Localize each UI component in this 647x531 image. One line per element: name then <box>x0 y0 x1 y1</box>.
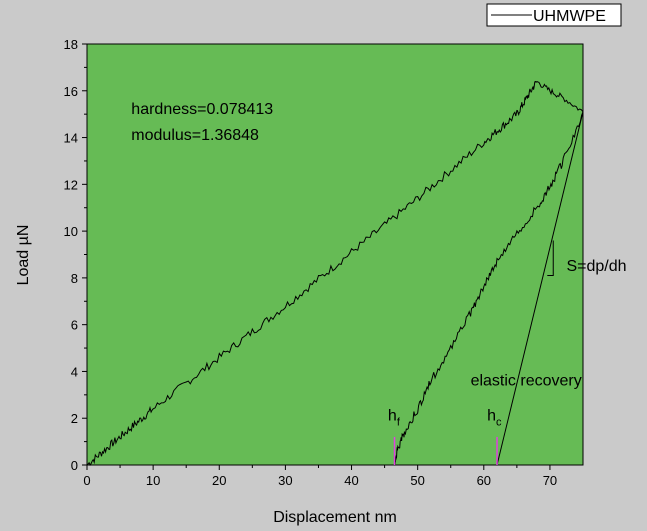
tangent-line <box>496 111 584 466</box>
y-tick-label: 16 <box>64 84 78 99</box>
x-tick-label: 60 <box>477 473 491 488</box>
x-tick-label: 20 <box>212 473 226 488</box>
x-tick-label: 40 <box>344 473 358 488</box>
legend-entry-uhmwpe: UHMWPE <box>533 8 606 25</box>
x-tick-label: 10 <box>146 473 160 488</box>
series-uhmwpe-unloading <box>394 111 584 466</box>
y-axis-ticks: 0 2 4 6 8 10 12 14 16 18 <box>64 37 87 473</box>
annotation-elastic-recovery: elastic recovery <box>471 372 582 389</box>
y-tick-label: 4 <box>71 364 78 379</box>
y-tick-label: 2 <box>71 411 78 426</box>
series-layer <box>86 80 584 467</box>
legend: UHMWPE <box>486 3 622 27</box>
legend-box <box>486 3 622 27</box>
annotation-layer: hardness=0.078413 modulus=1.36848 S=dp/dh e… <box>131 101 627 465</box>
series-uhmwpe-hold <box>536 80 584 113</box>
annotation-modulus-1-36848: modulus=1.36848 <box>131 127 259 144</box>
y-tick-label: 14 <box>64 131 78 146</box>
x-axis-ticks: 0 10 20 30 40 50 60 70 <box>83 465 557 488</box>
annotation-s-dp-dh: S=dp/dh <box>566 258 626 275</box>
x-tick-label: 70 <box>543 473 557 488</box>
y-tick-label: 18 <box>64 37 78 52</box>
series-uhmwpe-loading <box>86 80 538 467</box>
y-axis-label: Load µN <box>15 225 32 286</box>
y-tick-label: 8 <box>71 271 78 286</box>
y-tick-label: 12 <box>64 177 78 192</box>
y-tick-label: 10 <box>64 224 78 239</box>
x-axis-label: Displacement nm <box>273 509 397 526</box>
y-tick-label: 6 <box>71 318 78 333</box>
slope-triangle <box>547 240 554 277</box>
x-tick-label: 30 <box>278 473 292 488</box>
x-tick-label: 0 <box>83 473 90 488</box>
y-tick-label: 0 <box>71 458 78 473</box>
plot-area <box>86 43 584 466</box>
annotation-subscript: c <box>496 417 502 429</box>
annotation-subscript: f <box>397 417 401 429</box>
annotation-hardness-0-078413: hardness=0.078413 <box>131 101 273 118</box>
x-tick-label: 50 <box>410 473 424 488</box>
